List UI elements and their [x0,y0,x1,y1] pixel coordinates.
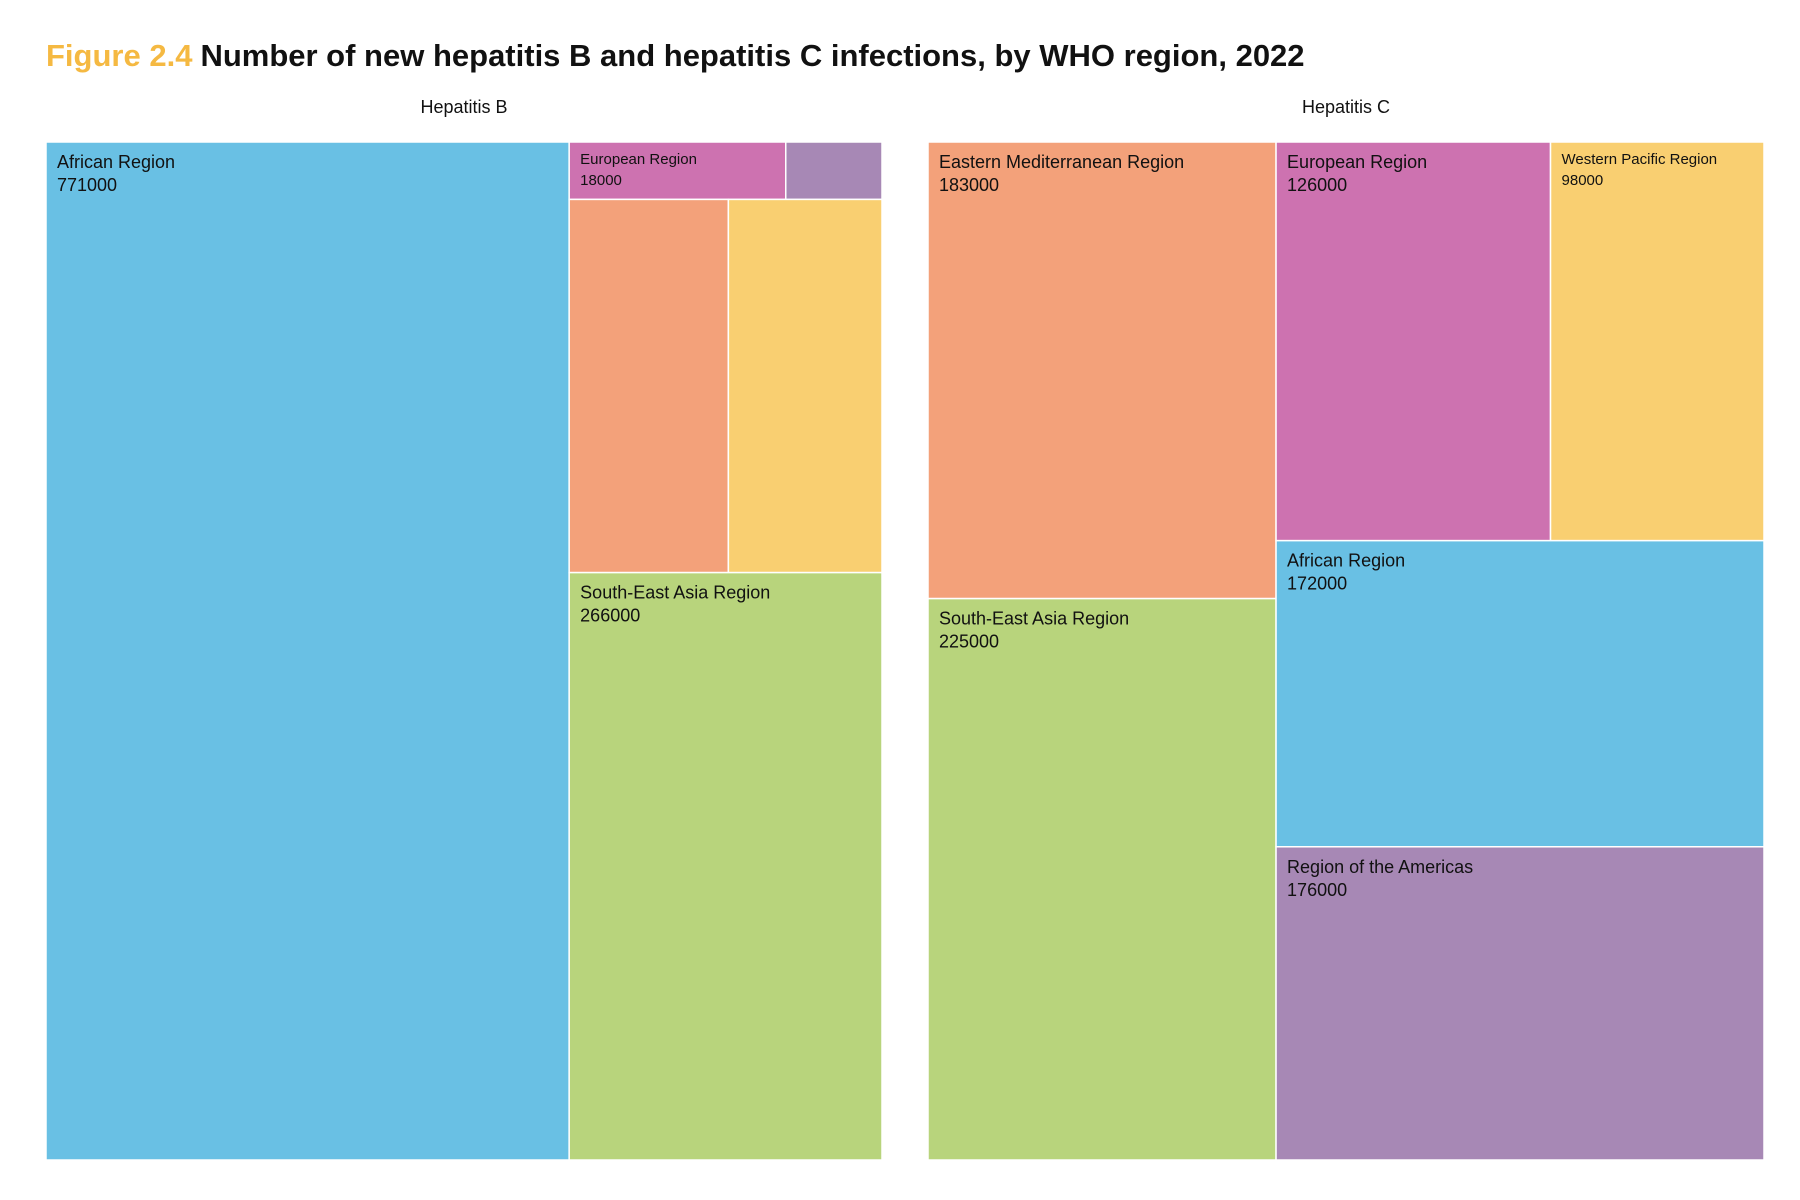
panel-title-hepatitis-c: Hepatitis C [1301,97,1391,117]
tile-rect [568,198,730,574]
tile-rect [927,141,1277,600]
treemap-tile [727,198,883,574]
tile-rect [1275,141,1552,542]
treemap-tile: European Region 126000 [1275,141,1552,542]
tile-label: Eastern Mediterranean Region [939,152,1184,172]
tile-label: European Region [1287,152,1427,172]
tile-value: 126000 [1287,175,1347,195]
figure-title: Number of new hepatitis B and hepatitis … [200,38,1305,73]
tile-value: 176000 [1287,880,1347,900]
panel-title-hepatitis-b: Hepatitis B [420,97,508,117]
tile-rect [1275,539,1765,848]
tile-value: 225000 [939,632,999,652]
tile-rect [784,141,883,201]
tile-label: African Region [57,152,175,172]
tile-value: 98000 [1562,172,1604,189]
tile-value: 183000 [939,175,999,195]
tile-rect [1549,141,1765,542]
treemap-tile: Western Pacific Region 98000 [1549,141,1765,542]
tile-value: 18000 [580,172,622,189]
treemap-tile: European Region 18000 [568,141,787,201]
tile-value: 266000 [580,606,640,626]
treemap-tile: South-East Asia Region 225000 [927,597,1277,1161]
tile-label: Region of the Americas [1287,857,1473,877]
treemap-tile: Eastern Mediterranean Region 183000 [927,141,1277,600]
tile-label: European Region [580,151,697,168]
tile-rect [927,597,1277,1161]
treemap-tile: African Region 172000 [1275,539,1765,848]
tile-label: Western Pacific Region [1562,151,1718,168]
tile-rect [45,141,570,1161]
treemap-tile [784,141,883,201]
tile-rect [1275,846,1765,1161]
treemap-tile: African Region 771000 [45,141,570,1161]
tile-value: 172000 [1287,574,1347,594]
treemap-tile: South-East Asia Region 266000 [568,571,883,1161]
figure-number: Figure 2.4 [46,38,193,73]
tile-label: African Region [1287,551,1405,571]
tile-value: 771000 [57,175,117,195]
chart-title: Figure 2.4 Number of new hepatitis B and … [46,38,1305,74]
treemap-tile: Region of the Americas 176000 [1275,846,1765,1161]
tile-rect [568,571,883,1161]
tile-label: South-East Asia Region [939,609,1129,629]
treemap-tile [568,198,730,574]
tile-label: South-East Asia Region [580,583,770,603]
tile-rect [727,198,883,574]
